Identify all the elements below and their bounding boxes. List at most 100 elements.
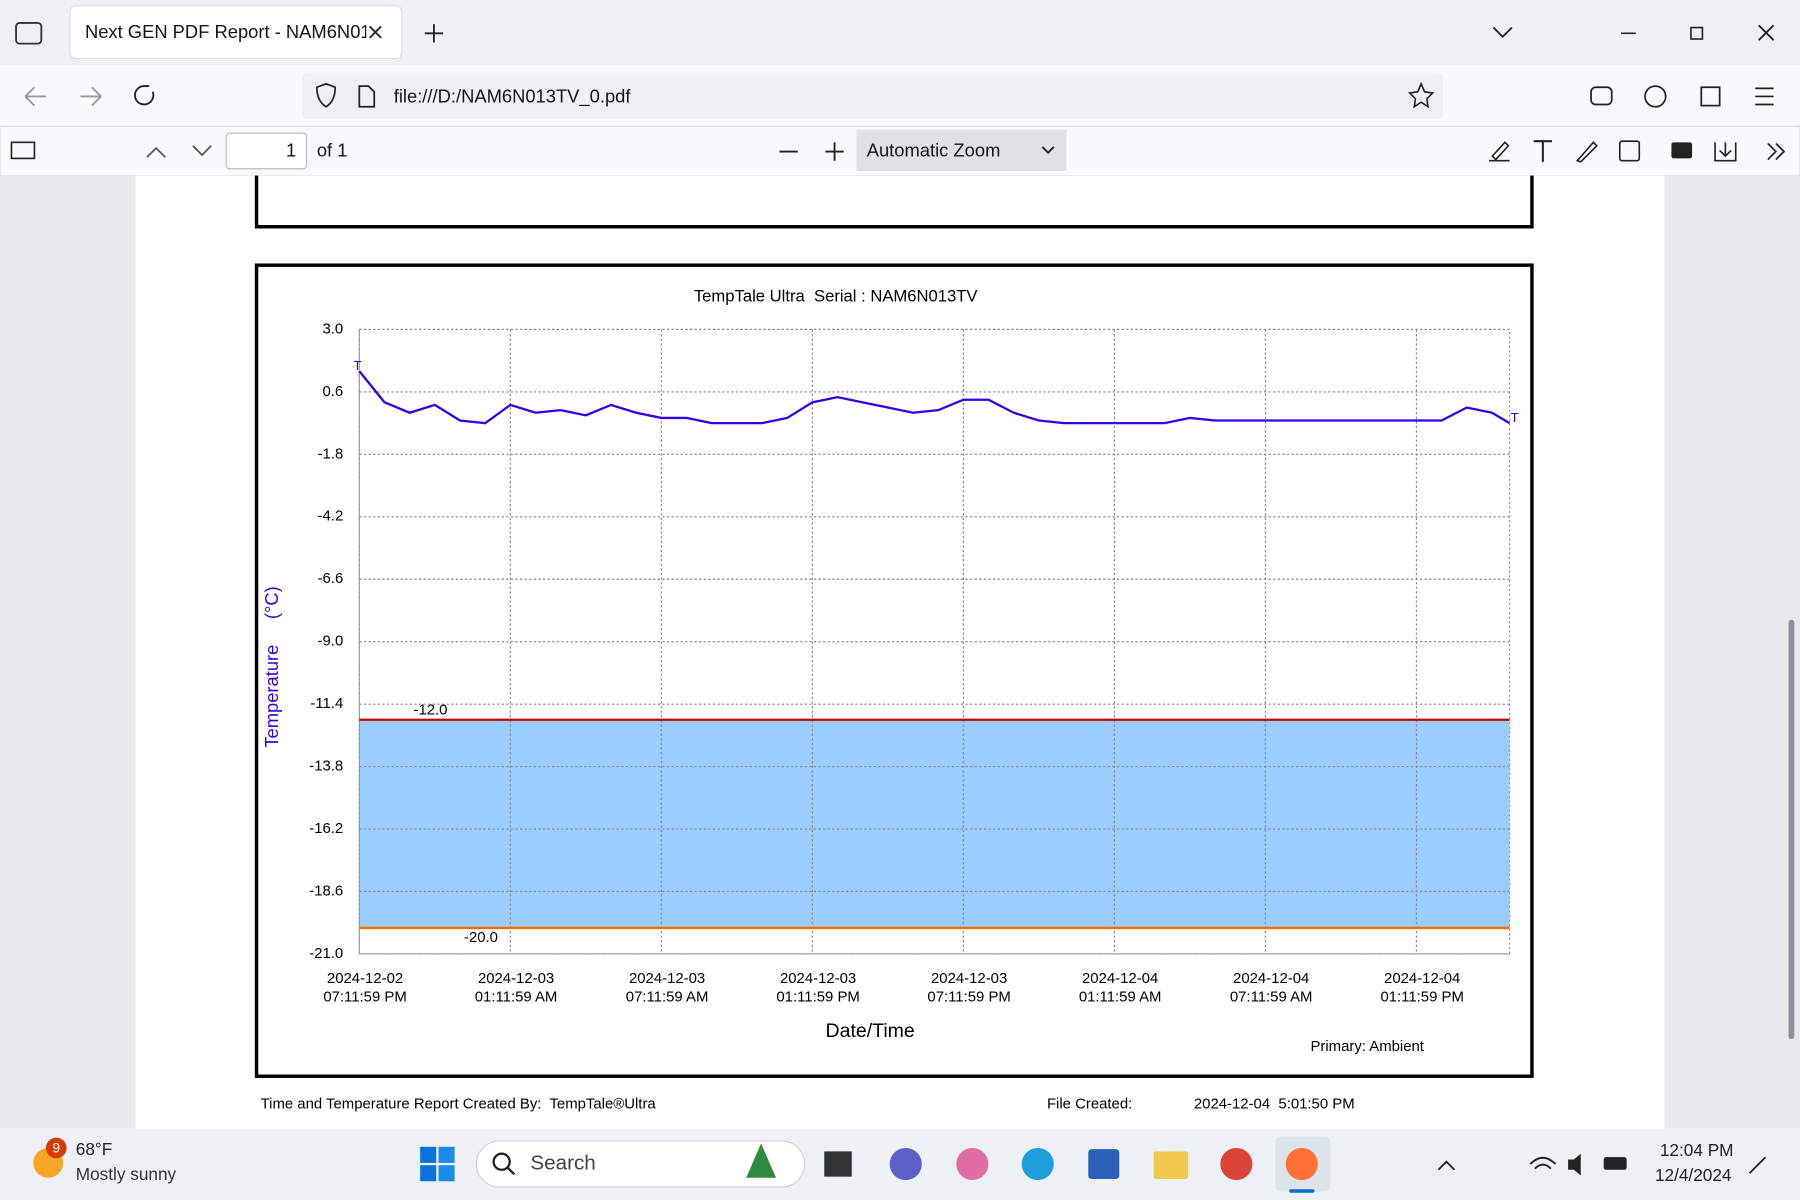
data-line	[358, 370, 1511, 425]
weather-badge-bg	[45, 1137, 67, 1159]
app-task-view[interactable]	[824, 1151, 852, 1177]
x-tick-label: 07:11:59 PM	[927, 989, 1010, 1006]
tab-title: Next GEN PDF Report - NAM6N013	[85, 21, 381, 42]
app-menu[interactable]	[1755, 87, 1774, 106]
pocket[interactable]	[1590, 86, 1613, 106]
previous-box	[254, 175, 1534, 229]
tab-list-icon[interactable]	[15, 22, 43, 45]
x-tick-label: 07:11:59 PM	[323, 989, 406, 1006]
save[interactable]	[1714, 142, 1737, 162]
start-button[interactable]	[420, 1146, 455, 1182]
x-tick-label: 01:11:59 PM	[1380, 989, 1463, 1006]
reload[interactable]	[134, 85, 155, 106]
zoom-select[interactable]	[856, 129, 1067, 172]
x-tick-label: 2024-12-02	[327, 970, 403, 987]
y-tick-label: -13.8	[309, 758, 343, 775]
clock-date[interactable]: 12/4/2024	[1655, 1165, 1732, 1185]
tray-overflow[interactable]	[1437, 1160, 1456, 1171]
x-tick-label: 01:11:59 AM	[475, 989, 558, 1006]
y-tick-label: -6.6	[318, 570, 344, 587]
x-tick-label: 07:11:59 AM	[626, 989, 709, 1006]
weather-condition[interactable]: Mostly sunny	[76, 1164, 177, 1184]
y-tick-label: -18.6	[309, 882, 343, 899]
app-chrome[interactable]	[1220, 1147, 1253, 1181]
y-tick-label: -11.4	[310, 695, 343, 712]
pdf-page	[135, 175, 1665, 1129]
volume[interactable]	[1568, 1153, 1581, 1176]
print[interactable]	[1671, 142, 1693, 159]
battery[interactable]	[1603, 1157, 1627, 1170]
search-highlight	[746, 1143, 777, 1178]
extensions[interactable]	[1700, 86, 1721, 107]
zoom-caret	[1041, 146, 1055, 154]
app-copilot[interactable]	[956, 1147, 989, 1181]
account[interactable]	[1644, 85, 1667, 108]
close-window[interactable]	[1758, 24, 1775, 41]
bookmark[interactable]	[1407, 81, 1435, 109]
weather-temperature[interactable]: 68°F	[76, 1139, 113, 1159]
x-tick-label: 2024-12-03	[780, 970, 856, 987]
notifications[interactable]	[1748, 1156, 1767, 1174]
search-icon-handle	[506, 1166, 516, 1176]
app-firefox[interactable]	[1285, 1147, 1318, 1181]
tab-menu[interactable]	[1492, 26, 1513, 39]
url[interactable]: file:///D:/NAM6N013TV_0.pdf	[394, 85, 632, 107]
footer-created-by: Time and Temperature Report Created By: …	[261, 1095, 657, 1112]
sidebar-toggle[interactable]	[10, 141, 36, 160]
app-explorer[interactable]	[1153, 1151, 1189, 1179]
page-input[interactable]	[225, 132, 308, 170]
shield-icon[interactable]	[315, 82, 337, 108]
app-store[interactable]	[1088, 1149, 1120, 1179]
y-axis-label: Temperature (°C)	[261, 586, 282, 747]
tab-title-clip: Next GEN PDF Report - NAM6N013	[85, 21, 381, 42]
y-tick-label: -21.0	[309, 945, 343, 962]
clock-time[interactable]: 12:04 PM	[1660, 1140, 1734, 1160]
y-tick-label: -1.8	[318, 445, 344, 462]
footer-file-created-value: 2024-12-04 5:01:50 PM	[1194, 1095, 1355, 1112]
search-icon	[492, 1152, 511, 1171]
restore[interactable]	[1690, 26, 1704, 40]
draw-tool[interactable]	[1575, 141, 1598, 163]
tab-close[interactable]	[368, 25, 382, 39]
chart: TempTale Ultra Serial : NAM6N013TV Tempe…	[261, 287, 1519, 1055]
more-tools[interactable]	[1767, 142, 1786, 161]
x-tick-label: 2024-12-04	[1233, 970, 1309, 987]
app-teams[interactable]	[889, 1147, 922, 1181]
text-tool[interactable]	[1533, 140, 1553, 162]
x-tick-label: 2024-12-03	[931, 970, 1007, 987]
zoom-value[interactable]: Automatic Zoom	[867, 139, 1001, 160]
chart-frame	[254, 263, 1534, 1078]
wifi[interactable]	[1529, 1156, 1557, 1170]
page-icon	[358, 85, 376, 108]
y-tick-label: 0.6	[323, 383, 344, 400]
point-label: T	[354, 359, 362, 373]
x-axis-label: Date/Time	[826, 1020, 915, 1042]
back[interactable]	[24, 86, 46, 107]
new-tab[interactable]	[424, 24, 444, 43]
highlight-tool[interactable]	[1488, 141, 1510, 162]
image-tool[interactable]	[1618, 140, 1641, 162]
app-edge[interactable]	[1021, 1147, 1054, 1181]
legend-entry: Primary: Ambient	[1310, 1038, 1424, 1055]
forward[interactable]	[80, 86, 102, 107]
next-page[interactable]	[192, 145, 212, 157]
threshold-label: -12.0	[413, 702, 447, 719]
zoom-in[interactable]	[825, 142, 844, 161]
page-number[interactable]: 1	[286, 139, 296, 160]
tab[interactable]	[69, 5, 403, 60]
active-indicator	[1289, 1189, 1315, 1193]
x-tick-label: 2024-12-04	[1384, 970, 1460, 987]
scrollbar[interactable]	[1788, 619, 1795, 1039]
threshold-label: -20.0	[464, 929, 498, 946]
x-tick-label: 01:11:59 AM	[1079, 989, 1162, 1006]
x-tick-label: 2024-12-03	[629, 970, 705, 987]
prev-page[interactable]	[146, 146, 166, 158]
url-bar[interactable]	[301, 72, 1443, 120]
search-placeholder[interactable]: Search	[530, 1151, 595, 1174]
x-tick-label: 2024-12-03	[478, 970, 554, 987]
x-tick-label: 07:11:59 AM	[1230, 989, 1313, 1006]
search-box[interactable]	[475, 1140, 806, 1188]
x-tick-label: 01:11:59 PM	[776, 989, 859, 1006]
